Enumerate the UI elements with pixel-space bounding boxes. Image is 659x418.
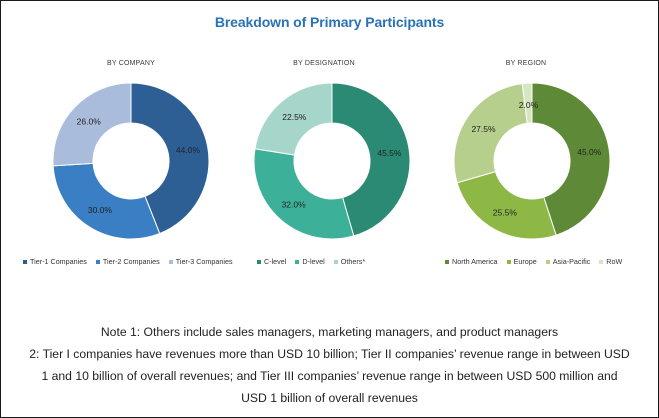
legend-swatch [506,259,511,264]
data-label-company-2: 26.0% [77,116,102,126]
donut-title-company: BY COMPANY [106,60,156,67]
slice-region-0 [531,82,611,236]
data-label-region-3: 2.0% [519,100,539,110]
legend-label: C-level [264,257,287,266]
note-line: USD 1 billion of overall revenues [241,391,418,405]
slice-region-3 [521,82,533,124]
legend-swatch [545,259,550,264]
legend-swatch [257,259,261,264]
note-line: 2: Tier I companies have revenues more t… [29,347,630,361]
legend-label: Europe [513,257,537,266]
legend-label: Tier-2 Companies [102,257,160,266]
slice-designation-1 [253,148,355,240]
data-label-region-2: 27.5% [471,124,496,134]
legend-company: Tier-1 Companies Tier-2 Companies Tier-3 C… [23,257,242,266]
legend-label: Asia-Pacific [552,257,591,266]
legend-swatch [95,259,100,264]
footnotes: Note 1: Others include sales managers, m… [1,321,658,409]
legend-item-region-1: Europe [506,257,537,266]
donut-charts: 44.0% 30.0% 26.0% 45.5% 32.0% 22.5% 45.0% 25.5%… [52,82,611,240]
legend-item-company-2: Tier-3 Companies [168,257,233,266]
slice-company-2 [52,82,132,167]
legend-item-company-1: Tier-2 Companies [95,257,160,266]
data-label-company-0: 44.0% [176,145,201,155]
data-label-region-1: 25.5% [493,207,518,217]
note-line: Note 1: Others include sales managers, m… [100,325,559,339]
data-label-company-1: 30.0% [88,205,113,215]
data-label-designation-1: 32.0% [282,200,307,210]
legend-item-company-0: Tier-1 Companies [23,257,87,266]
slice-region-1 [456,170,557,240]
legend-item-region-0: North America [445,257,498,266]
donut-title-region: BY REGION [505,60,547,67]
legend-swatch [445,259,449,264]
legend-label: D-level [302,257,325,266]
legend-label: Tier-3 Companies [175,257,233,266]
legend-label: Others* [340,257,366,266]
slice-company-1 [52,162,161,240]
slice-designation-0 [331,82,411,237]
legend-swatch [295,259,300,264]
legend-item-designation-2: Others* [333,257,366,266]
legend-label: RoW [606,257,623,266]
chart-title: Breakdown of Primary Participants [214,14,445,30]
legend-label: Tier-1 Companies [30,257,87,266]
slice-region-2 [453,83,528,184]
legend-item-region-2: Asia-Pacific [545,257,591,266]
data-label-designation-2: 22.5% [282,112,307,122]
legend-swatch [168,259,173,264]
legend-item-region-3: RoW [599,257,622,266]
slice-company-0 [130,82,210,235]
legend-designation: C-level D-level Others* [257,257,374,266]
legend-item-designation-1: D-level [295,257,325,266]
legend-swatch [23,259,27,264]
slice-designation-2 [254,82,333,156]
legend-swatch [333,259,338,264]
legend-swatch [599,259,604,264]
note-line: 1 and 10 billion of overall revenues; an… [41,369,618,383]
donut-title-designation: BY DESIGNATION [293,60,355,67]
data-label-designation-0: 45.5% [377,148,402,158]
legend-label: North America [452,257,498,266]
legend-region: North America Europe Asia-Pacific RoW [445,257,631,266]
data-label-region-0: 45.0% [577,147,602,157]
legend-item-designation-0: C-level [257,257,286,266]
